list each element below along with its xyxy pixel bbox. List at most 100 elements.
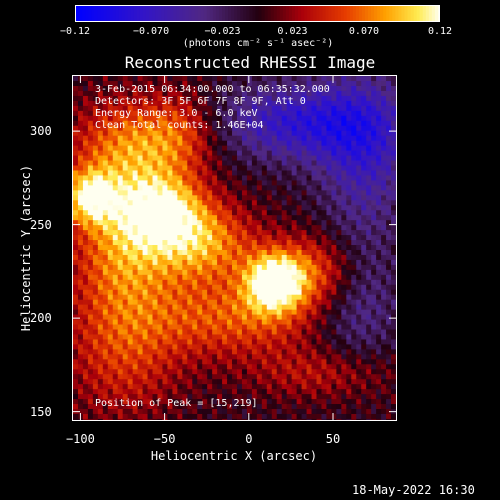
heatmap-cell: [227, 81, 233, 87]
colorbar-unit: (photons cm⁻² s⁻¹ asec⁻²): [182, 38, 334, 49]
heatmap-cell: [147, 364, 154, 370]
heatmap-cell: [222, 76, 228, 82]
heatmap-cell: [142, 364, 149, 370]
heatmap-cell: [112, 389, 119, 395]
heatmap-cell: [351, 160, 357, 167]
heatmap-cell: [132, 299, 139, 306]
heatmap-cell: [371, 413, 377, 420]
heatmap-cell: [222, 349, 228, 355]
heatmap-cell: [261, 170, 268, 176]
heatmap-cell: [232, 160, 238, 167]
heatmap-cell: [266, 304, 273, 311]
heatmap-cell: [132, 374, 139, 380]
heatmap-cell: [326, 299, 332, 306]
heatmap-cell: [187, 254, 193, 261]
heatmap-cell: [112, 145, 119, 152]
heatmap-cell: [167, 404, 173, 410]
heatmap-cell: [281, 90, 288, 97]
heatmap-cell: [286, 394, 293, 400]
heatmap-cell: [227, 115, 233, 122]
heatmap-cell: [97, 150, 104, 157]
heatmap-cell: [341, 200, 347, 206]
heatmap-cell: [336, 86, 342, 92]
colorbar: [75, 5, 440, 22]
heatmap-cell: [112, 135, 119, 142]
heatmap-cell: [371, 76, 377, 82]
heatmap-cell: [107, 394, 114, 400]
heatmap-cell: [207, 90, 213, 97]
heatmap-cell: [73, 274, 79, 281]
heatmap-cell: [381, 264, 387, 271]
heatmap-cell: [356, 304, 362, 311]
heatmap-cell: [87, 384, 94, 390]
heatmap-cell: [147, 279, 154, 286]
heatmap-cell: [391, 105, 396, 112]
heatmap-cell: [137, 284, 144, 291]
heatmap-cell: [87, 409, 94, 415]
heatmap-cell: [197, 364, 203, 370]
heatmap-cell: [177, 170, 183, 176]
heatmap-cell: [371, 279, 377, 286]
heatmap-cell: [251, 289, 258, 296]
heatmap-cell: [376, 374, 382, 380]
heatmap-cell: [316, 359, 322, 365]
heatmap-cell: [167, 399, 173, 405]
heatmap-cell: [276, 389, 283, 395]
heatmap-cell: [351, 284, 357, 291]
heatmap-cell: [172, 409, 178, 415]
heatmap-cell: [286, 274, 293, 281]
heatmap-cell: [202, 389, 208, 395]
heatmap-cell: [346, 249, 352, 256]
heatmap-cell: [107, 195, 114, 201]
heatmap-cell: [326, 364, 332, 370]
colorbar-segment: [404, 6, 409, 21]
heatmap-cell: [286, 110, 293, 117]
heatmap-cell: [346, 81, 352, 87]
heatmap-cell: [87, 90, 94, 97]
heatmap-cell: [331, 259, 337, 266]
heatmap-cell: [182, 259, 188, 266]
heatmap-cell: [107, 304, 114, 311]
heatmap-cell: [232, 294, 238, 301]
heatmap-cell: [222, 205, 228, 211]
heatmap-cell: [212, 264, 218, 271]
heatmap-cell: [187, 329, 193, 335]
heatmap-cell: [271, 135, 278, 142]
heatmap-cell: [192, 245, 198, 251]
heatmap-cell: [227, 264, 233, 271]
heatmap-cell: [386, 230, 392, 236]
heatmap-cell: [77, 95, 84, 102]
heatmap-cell: [112, 399, 119, 405]
heatmap-cell: [376, 105, 382, 112]
heatmap-cell: [316, 329, 322, 335]
heatmap-cell: [217, 344, 223, 350]
heatmap-cell: [241, 240, 248, 246]
colorbar-segment: [340, 6, 345, 21]
heatmap-cell: [87, 413, 94, 420]
heatmap-cell: [391, 160, 396, 167]
heatmap-cell: [381, 175, 387, 181]
heatmap-cell: [236, 120, 243, 127]
heatmap-cell: [321, 289, 327, 296]
heatmap-cell: [361, 418, 367, 420]
heatmap-cell: [251, 100, 258, 107]
heatmap-cell: [326, 225, 332, 231]
heatmap-cell: [162, 86, 168, 92]
heatmap-cell: [261, 95, 268, 102]
heatmap-cell: [271, 359, 278, 365]
heatmap-cell: [102, 195, 109, 201]
heatmap-cell: [172, 145, 178, 152]
heatmap-cell: [232, 384, 238, 390]
heatmap-cell: [177, 329, 183, 335]
heatmap-cell: [301, 324, 308, 330]
heatmap-cell: [381, 354, 387, 360]
heatmap-cell: [222, 269, 228, 276]
heatmap-cell: [291, 95, 298, 102]
heatmap-cell: [386, 110, 392, 117]
heatmap-cell: [296, 289, 303, 296]
heatmap-cell: [301, 215, 308, 221]
heatmap-cell: [291, 339, 298, 345]
heatmap-cell: [386, 369, 392, 375]
heatmap-cell: [276, 185, 283, 191]
heatmap-cell: [117, 413, 124, 420]
